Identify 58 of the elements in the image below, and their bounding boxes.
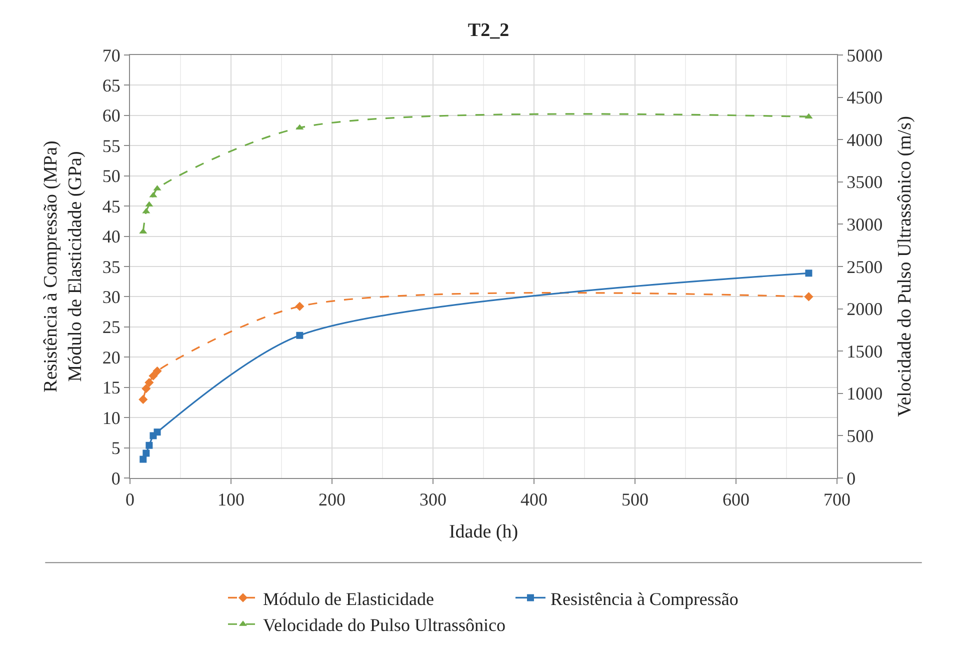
y2-tick-label: 4000 xyxy=(846,130,883,150)
y2-tick-label: 0 xyxy=(846,468,856,488)
x-tick-label: 700 xyxy=(824,490,850,510)
x-tick-label: 0 xyxy=(126,490,134,510)
y-tick-label: 45 xyxy=(102,196,120,216)
point xyxy=(804,292,814,302)
y-tick-label: 0 xyxy=(111,468,120,488)
x-tick-label: 200 xyxy=(318,490,346,510)
point xyxy=(140,456,147,463)
x-tick-label: 300 xyxy=(420,490,446,510)
y-tick-label: 30 xyxy=(102,287,120,308)
point xyxy=(149,192,158,198)
y-tick-label: 65 xyxy=(102,76,120,96)
y2-tick-label: 500 xyxy=(846,426,874,446)
chart-title: T2_2 xyxy=(468,20,510,42)
point xyxy=(142,384,151,394)
y-tick-label: 55 xyxy=(102,136,120,156)
x-tick-label: 600 xyxy=(722,490,750,510)
x-tick-label: 100 xyxy=(218,490,244,510)
y-axis-title: Resistência à Compressão (MPa) Módulo de Elasticidade (GPa) xyxy=(40,140,86,392)
y-tick-label: 40 xyxy=(102,226,120,247)
legend-label: Resistência à Compressão xyxy=(550,588,738,609)
x-axis-title: Idade (h) xyxy=(448,521,518,542)
y2-tick-label: 4500 xyxy=(846,88,883,108)
y2-tick-label: 5000 xyxy=(846,45,883,66)
y2-tick-label: 2000 xyxy=(846,299,883,320)
y2-tick-label: 3000 xyxy=(846,214,883,234)
legend-label: Velocidade do Pulso Ultrassônico xyxy=(263,615,506,636)
y2-tick-label: 1000 xyxy=(846,384,883,404)
point xyxy=(154,428,161,436)
point xyxy=(142,450,150,457)
y-tick-label: 60 xyxy=(102,106,120,126)
y2-tick-label: 2500 xyxy=(846,256,883,277)
y-tick-label: 20 xyxy=(102,347,120,368)
point xyxy=(296,124,304,130)
y-tick-label: 5 xyxy=(111,438,120,458)
y-tick-label: 70 xyxy=(102,45,120,66)
point xyxy=(295,302,304,311)
y-tick-label: 15 xyxy=(102,378,120,398)
y2-tick-label: 1500 xyxy=(846,341,883,362)
point xyxy=(805,270,812,277)
x-tick-label: 400 xyxy=(520,490,548,510)
x-tick-label: 500 xyxy=(622,490,648,510)
point xyxy=(144,378,154,388)
y-tick-label: 35 xyxy=(102,256,120,277)
y-tick-label: 50 xyxy=(102,166,120,186)
point xyxy=(148,371,158,380)
y-tick-label: 10 xyxy=(102,408,120,428)
y-tick-label: 25 xyxy=(102,317,120,338)
point xyxy=(804,113,813,119)
point xyxy=(139,228,148,234)
point xyxy=(138,394,148,404)
y2-axis-title: Velocidade do Pulso Ultrassônico (m/s) xyxy=(894,116,916,417)
point xyxy=(146,442,153,449)
point xyxy=(152,366,162,376)
y2-tick-label: 3500 xyxy=(846,172,883,192)
legend-label: Módulo de Elasticidade xyxy=(263,588,434,609)
point xyxy=(296,332,304,339)
